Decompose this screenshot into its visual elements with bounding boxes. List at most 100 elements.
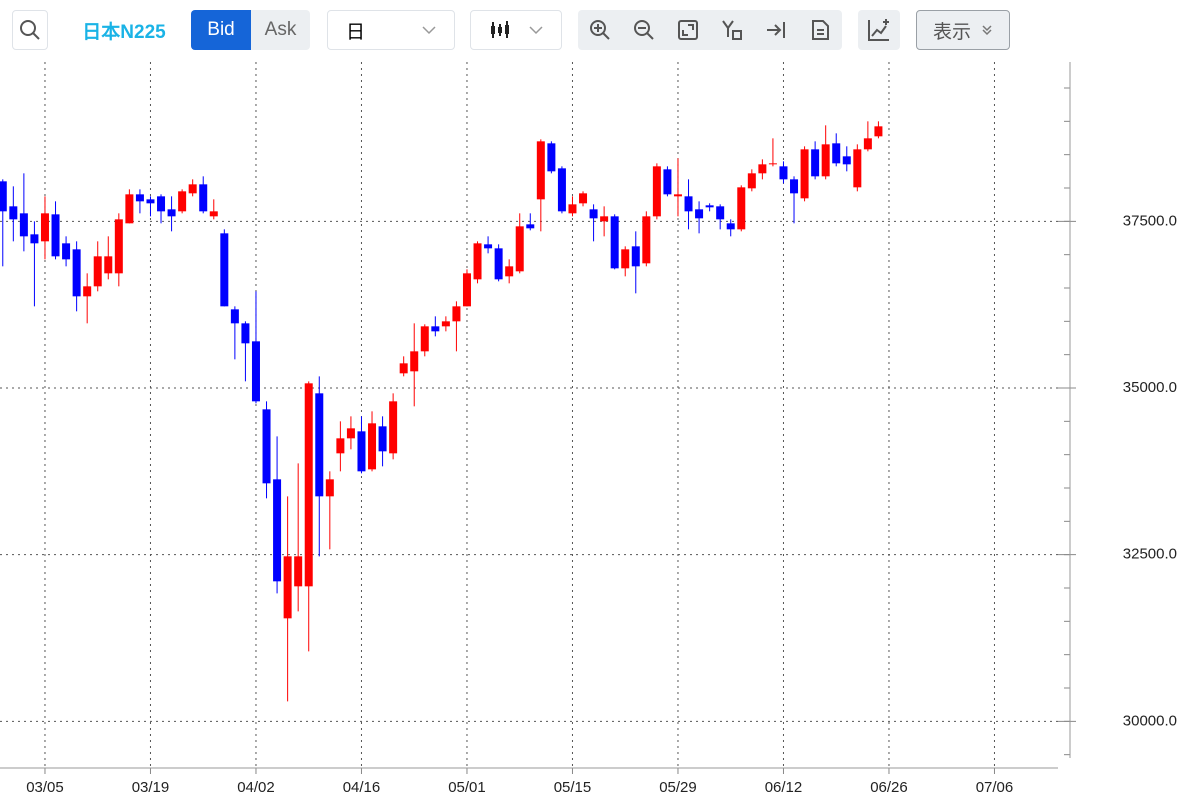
candle-body xyxy=(811,149,820,177)
y-tick-label: 35000.0 xyxy=(1123,379,1177,396)
candle-body xyxy=(768,163,777,165)
candle-body xyxy=(0,181,7,212)
display-button[interactable]: 表示 xyxy=(916,10,1010,50)
candle-body xyxy=(716,206,725,220)
candle-body xyxy=(357,431,366,472)
candle-body xyxy=(790,179,799,194)
fit[interactable] xyxy=(677,19,699,41)
chevron xyxy=(422,26,436,35)
candle-body xyxy=(695,209,704,219)
candle-body xyxy=(135,194,144,202)
candle-body xyxy=(494,248,503,280)
x-tick-label: 03/05 xyxy=(26,779,64,796)
candle-body xyxy=(420,326,429,352)
candle-body xyxy=(800,149,809,199)
chart-type-select[interactable] xyxy=(470,10,562,50)
candle-body xyxy=(579,193,588,204)
candle-body xyxy=(673,194,682,197)
candle-body xyxy=(874,126,883,137)
candle-body xyxy=(157,196,166,212)
x-tick-label: 04/16 xyxy=(343,779,381,796)
go-latest[interactable] xyxy=(765,19,787,41)
x-tick-label: 04/02 xyxy=(237,779,275,796)
candle-body xyxy=(621,249,630,269)
candle-body xyxy=(462,273,471,307)
candle-body xyxy=(821,144,830,177)
candle-body xyxy=(230,309,239,324)
candle-body xyxy=(536,141,545,200)
candle-body xyxy=(220,233,229,307)
x-tick-label: 07/06 xyxy=(976,779,1014,796)
candle-body xyxy=(273,479,282,582)
zoom-in[interactable] xyxy=(589,19,611,41)
candle-body xyxy=(51,214,60,257)
candle-body xyxy=(251,341,260,402)
candle-body xyxy=(705,205,714,208)
candle-body xyxy=(853,149,862,188)
candle-body xyxy=(747,173,756,189)
candle-body xyxy=(40,213,49,242)
candle-body xyxy=(652,166,661,217)
candle-body xyxy=(568,204,577,214)
zoom-out[interactable] xyxy=(633,19,655,41)
candle-body xyxy=(188,184,197,194)
candle-body xyxy=(241,323,250,344)
candle-body xyxy=(104,256,113,274)
x-tick-label: 05/15 xyxy=(554,779,592,796)
candle-body xyxy=(336,438,345,454)
candle-body xyxy=(842,156,851,165)
x-tick-label: 05/29 xyxy=(659,779,697,796)
x-tick-label: 06/12 xyxy=(765,779,803,796)
candle-body xyxy=(83,286,92,297)
candle-body xyxy=(505,266,514,277)
ask-button[interactable]: Ask xyxy=(251,10,310,50)
candle-body xyxy=(346,428,355,439)
candle-body xyxy=(547,143,556,172)
search-button[interactable] xyxy=(12,10,48,50)
candle-icon xyxy=(491,21,509,38)
candle-body xyxy=(589,209,598,219)
candle-body xyxy=(283,556,292,619)
x-tick-label: 06/26 xyxy=(870,779,908,796)
lock-y[interactable] xyxy=(721,19,743,41)
period-label: 日 xyxy=(346,21,366,43)
candle-body xyxy=(146,199,155,204)
x-tick-label: 03/19 xyxy=(132,779,170,796)
candle-body xyxy=(610,216,619,269)
chevron-double xyxy=(982,25,992,36)
candle-body xyxy=(473,243,482,280)
candle-body xyxy=(294,556,303,587)
symbol[interactable]: 日本N225 xyxy=(82,21,166,43)
candle-body xyxy=(389,401,398,454)
candle-body xyxy=(125,194,134,224)
candle-body xyxy=(526,224,535,229)
candle-body xyxy=(378,426,387,452)
indicator-button[interactable] xyxy=(858,10,900,50)
candle-body xyxy=(452,306,461,322)
candle-body xyxy=(368,423,377,470)
candle-body xyxy=(737,187,746,230)
bid-button[interactable]: Bid xyxy=(191,10,251,50)
candle-body xyxy=(441,321,450,327)
candle-body xyxy=(93,256,102,287)
document[interactable] xyxy=(809,19,831,41)
candle-body xyxy=(72,249,81,297)
y-tick-label: 32500.0 xyxy=(1123,546,1177,563)
candle-body xyxy=(758,164,767,174)
chevron xyxy=(529,26,543,35)
display-label: 表示 xyxy=(932,21,971,43)
candle-body xyxy=(484,244,493,249)
candle-body xyxy=(832,143,841,164)
chart: 03/05 03/19 04/02 04/16 05/01 05/15 05/29 06/12… xyxy=(0,62,1177,796)
search-icon xyxy=(20,20,40,40)
candle-body xyxy=(863,138,872,150)
candle-body xyxy=(684,196,693,212)
period-select[interactable]: 日 xyxy=(327,10,455,50)
y-tick-label: 37500.0 xyxy=(1123,212,1177,229)
candle-body xyxy=(663,169,672,195)
candle-body xyxy=(199,184,208,212)
y-tick-label: 30000.0 xyxy=(1123,712,1177,729)
candle-body xyxy=(315,393,324,497)
tool-group xyxy=(578,10,842,50)
